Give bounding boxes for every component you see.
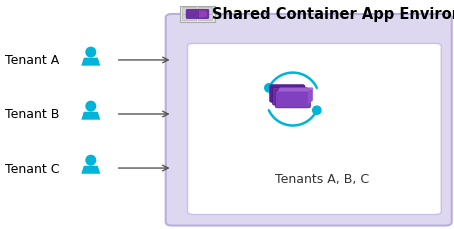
Polygon shape — [81, 166, 100, 174]
Text: Tenants A, B, C: Tenants A, B, C — [275, 172, 369, 185]
Text: Tenant A: Tenant A — [5, 54, 59, 67]
Polygon shape — [81, 58, 100, 66]
FancyBboxPatch shape — [272, 88, 308, 106]
Ellipse shape — [313, 107, 321, 115]
FancyBboxPatch shape — [198, 8, 212, 15]
FancyBboxPatch shape — [180, 7, 215, 23]
FancyBboxPatch shape — [198, 15, 212, 21]
FancyBboxPatch shape — [166, 15, 452, 226]
FancyBboxPatch shape — [182, 8, 196, 15]
Ellipse shape — [86, 48, 96, 58]
Polygon shape — [199, 11, 207, 19]
Text: Shared Container App Environment: Shared Container App Environment — [212, 7, 454, 22]
FancyBboxPatch shape — [275, 91, 311, 108]
Text: Tenant C: Tenant C — [5, 162, 59, 175]
Ellipse shape — [86, 102, 96, 112]
Polygon shape — [81, 112, 100, 120]
FancyBboxPatch shape — [186, 10, 209, 19]
FancyBboxPatch shape — [182, 15, 196, 21]
FancyBboxPatch shape — [270, 85, 305, 103]
Ellipse shape — [265, 84, 273, 93]
FancyBboxPatch shape — [188, 44, 441, 215]
Polygon shape — [278, 88, 313, 92]
Polygon shape — [308, 88, 313, 105]
Ellipse shape — [86, 156, 96, 165]
Text: Tenant B: Tenant B — [5, 108, 59, 121]
